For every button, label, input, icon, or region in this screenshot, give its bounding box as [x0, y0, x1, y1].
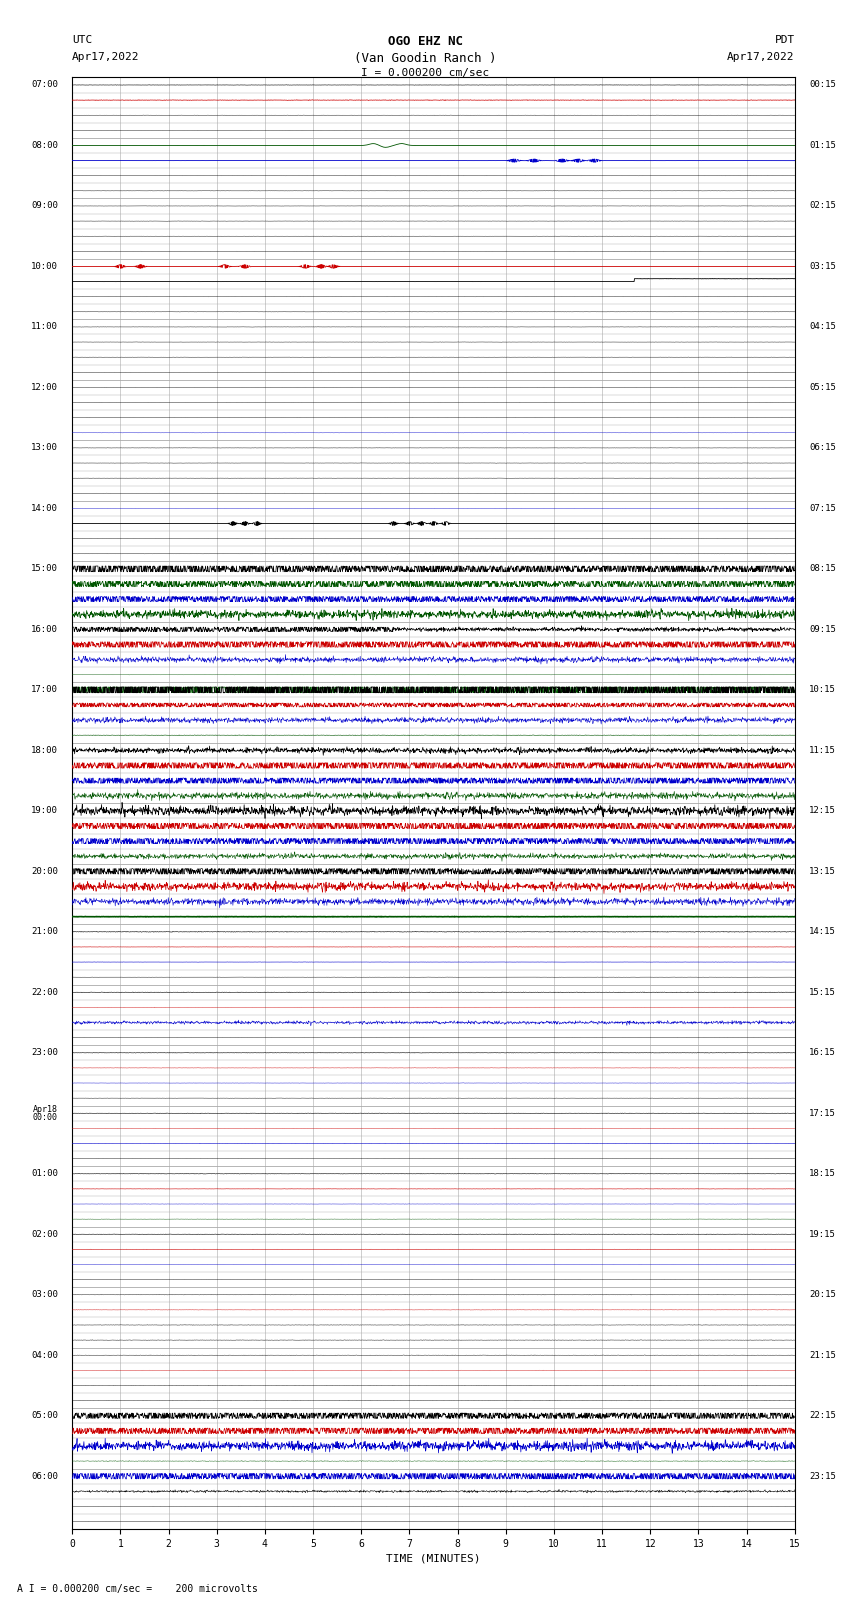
Text: 11:15: 11:15: [809, 745, 836, 755]
Text: 09:00: 09:00: [31, 202, 58, 210]
Text: 07:15: 07:15: [809, 503, 836, 513]
Text: 02:15: 02:15: [809, 202, 836, 210]
Text: 03:15: 03:15: [809, 261, 836, 271]
Text: 21:15: 21:15: [809, 1350, 836, 1360]
Text: 23:15: 23:15: [809, 1471, 836, 1481]
Text: A I = 0.000200 cm/sec =    200 microvolts: A I = 0.000200 cm/sec = 200 microvolts: [17, 1584, 258, 1594]
Text: 15:00: 15:00: [31, 565, 58, 573]
Text: OGO EHZ NC: OGO EHZ NC: [388, 35, 462, 48]
Text: 04:15: 04:15: [809, 323, 836, 331]
X-axis label: TIME (MINUTES): TIME (MINUTES): [386, 1553, 481, 1563]
Text: 20:00: 20:00: [31, 866, 58, 876]
Text: PDT: PDT: [774, 35, 795, 45]
Text: 04:00: 04:00: [31, 1350, 58, 1360]
Text: 05:15: 05:15: [809, 382, 836, 392]
Text: 08:00: 08:00: [31, 140, 58, 150]
Text: 10:00: 10:00: [31, 261, 58, 271]
Text: 14:15: 14:15: [809, 927, 836, 936]
Text: 19:15: 19:15: [809, 1229, 836, 1239]
Text: 12:15: 12:15: [809, 806, 836, 815]
Text: 14:00: 14:00: [31, 503, 58, 513]
Text: 03:00: 03:00: [31, 1290, 58, 1298]
Text: 06:00: 06:00: [31, 1471, 58, 1481]
Text: 23:00: 23:00: [31, 1048, 58, 1057]
Text: Apr17,2022: Apr17,2022: [728, 52, 795, 61]
Text: 17:15: 17:15: [809, 1108, 836, 1118]
Text: 10:15: 10:15: [809, 686, 836, 694]
Text: 11:00: 11:00: [31, 323, 58, 331]
Text: 16:00: 16:00: [31, 624, 58, 634]
Text: 12:00: 12:00: [31, 382, 58, 392]
Text: 00:15: 00:15: [809, 81, 836, 89]
Text: 00:00: 00:00: [33, 1113, 58, 1121]
Text: 07:00: 07:00: [31, 81, 58, 89]
Text: 19:00: 19:00: [31, 806, 58, 815]
Text: I = 0.000200 cm/sec: I = 0.000200 cm/sec: [361, 68, 489, 77]
Text: 01:15: 01:15: [809, 140, 836, 150]
Text: (Van Goodin Ranch ): (Van Goodin Ranch ): [354, 52, 496, 65]
Text: 22:15: 22:15: [809, 1411, 836, 1419]
Text: 13:00: 13:00: [31, 444, 58, 452]
Text: 18:15: 18:15: [809, 1169, 836, 1177]
Text: 13:15: 13:15: [809, 866, 836, 876]
Text: UTC: UTC: [72, 35, 93, 45]
Text: 21:00: 21:00: [31, 927, 58, 936]
Text: Apr18: Apr18: [33, 1105, 58, 1115]
Text: 09:15: 09:15: [809, 624, 836, 634]
Text: 02:00: 02:00: [31, 1229, 58, 1239]
Text: 05:00: 05:00: [31, 1411, 58, 1419]
Text: 06:15: 06:15: [809, 444, 836, 452]
Text: 22:00: 22:00: [31, 987, 58, 997]
Text: 01:00: 01:00: [31, 1169, 58, 1177]
Text: 20:15: 20:15: [809, 1290, 836, 1298]
Text: 17:00: 17:00: [31, 686, 58, 694]
Text: 15:15: 15:15: [809, 987, 836, 997]
Text: 18:00: 18:00: [31, 745, 58, 755]
Text: 08:15: 08:15: [809, 565, 836, 573]
Text: 16:15: 16:15: [809, 1048, 836, 1057]
Text: Apr17,2022: Apr17,2022: [72, 52, 139, 61]
